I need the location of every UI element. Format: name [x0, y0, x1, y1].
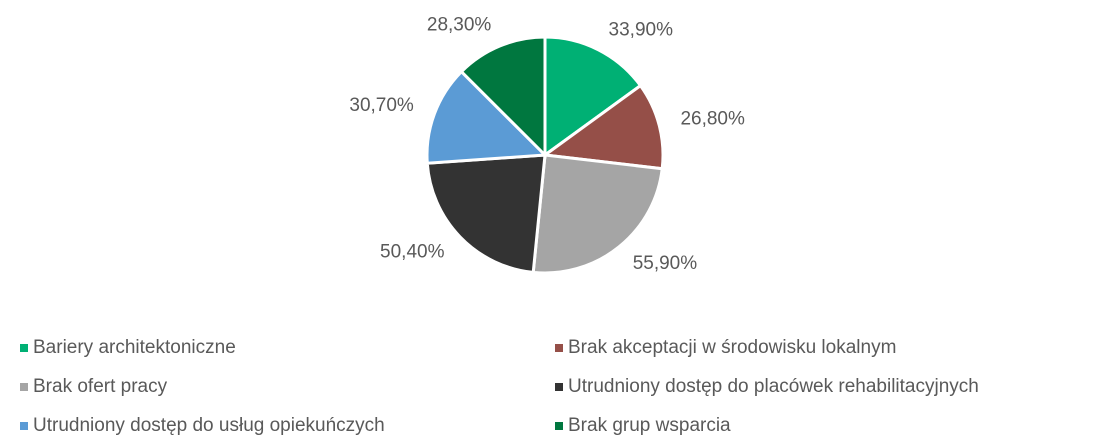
legend-marker: [20, 344, 28, 352]
legend-marker: [20, 422, 28, 430]
data-label: 28,30%: [427, 15, 492, 36]
legend-label: Brak ofert pracy: [33, 376, 168, 397]
pie-slice: [541, 83, 665, 171]
legend-label: Brak grup wsparcia: [568, 415, 731, 436]
legend-label: Brak akceptacji w środowisku lokalnym: [568, 337, 896, 358]
data-label: 55,90%: [633, 253, 698, 274]
pie-slice: [543, 35, 643, 158]
legend-marker: [20, 383, 28, 391]
legend-label: Utrudniony dostęp do placówek rehabilita…: [568, 376, 979, 397]
pie-slice: [425, 153, 547, 275]
legend-label: Bariery architektoniczne: [33, 337, 236, 358]
data-label: 26,80%: [680, 109, 745, 130]
data-label: 50,40%: [380, 241, 445, 262]
pie-slice: [425, 69, 549, 165]
data-label: 30,70%: [349, 95, 414, 116]
legend-label: Utrudniony dostęp do usług opiekuńczych: [33, 415, 385, 436]
data-label: 33,90%: [609, 19, 674, 40]
legend-marker: [555, 344, 563, 352]
pie-slice: [459, 35, 547, 159]
pie-slice: [531, 153, 664, 275]
legend-marker: [555, 422, 563, 430]
legend-marker: [555, 383, 563, 391]
